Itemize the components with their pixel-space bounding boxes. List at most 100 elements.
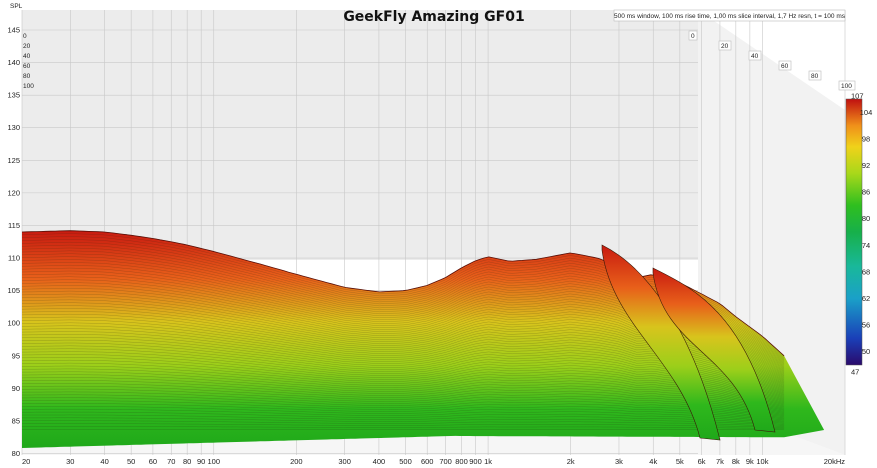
slice-line [22,414,785,425]
x-tick-label: 60 [149,457,157,466]
slice-line [21,391,785,416]
time-tick-label: 40 [751,53,759,60]
slice-line [22,429,785,430]
y-tick-label: 145 [7,26,20,35]
time-tick-box [838,80,856,91]
colorbar-tick-label: 74 [862,241,870,250]
x-tick-label: 800 [455,457,468,466]
x-tick-label: 500 [399,457,412,466]
colorbar-tick-label: 104 [860,108,873,117]
time-tick-label: 100 [841,83,852,90]
slice-line [22,403,785,421]
slice-line [21,359,785,405]
slice-line [22,409,785,423]
x-tick-label: 600 [421,457,434,466]
waterfall-surface [21,230,825,448]
y-tick-label: 140 [7,58,20,67]
x-tick-label: 40 [100,457,108,466]
x-tick-label: 20 [22,457,30,466]
x-tick-label: 30 [66,457,74,466]
x-tick-label: 4k [649,457,657,466]
y-tick-label: 80 [12,449,20,458]
slice-line [22,362,785,406]
y-axis-label: SPL [10,3,23,10]
settings-text: 500 ms window, 100 ms rise time, 1,00 ms… [614,13,846,20]
ridge [652,267,776,433]
x-tick-label: 900 [469,457,482,466]
colorbar-tick-label: 92 [862,161,870,170]
x-tick-label: 400 [373,457,386,466]
x-tick-label: 7k [716,457,724,466]
slice-line [22,417,785,426]
x-tick-label: 50 [127,457,135,466]
slice-line [22,388,785,415]
time-tick-box [778,60,792,71]
time-tick-label-left: 20 [23,43,31,50]
slice-line [22,394,785,418]
slice-line [22,342,785,398]
slice-line [22,380,785,412]
time-tick-box [688,30,698,41]
slice-line [22,426,785,429]
plot-back-wall [22,10,698,260]
slice-line [21,339,785,397]
slice-line [21,383,785,413]
y-tick-label: 100 [7,319,20,328]
time-tick-label-left: 80 [23,73,31,80]
colorbar-tick-label: 47 [851,368,859,377]
colorbar-tick-label: 62 [862,294,870,303]
x-tick-label: 100 [207,457,220,466]
x-tick-label: 700 [439,457,452,466]
x-tick-label: 1k [484,457,492,466]
slice-line [22,357,785,404]
colorbar-tick-label: 80 [862,214,870,223]
colorbar-tick-label: 68 [862,267,870,276]
x-tick-label: 2k [567,457,575,466]
time-tick-label-left: 0 [23,33,27,40]
x-tick-label: 80 [183,457,191,466]
slice-line [22,420,785,427]
slice-line [21,377,785,411]
colorbar-tick-label: 56 [862,321,870,330]
slice-line [21,336,785,396]
time-tick-box [718,40,732,51]
x-tick-label: 9k [746,457,754,466]
colorbar-tick-label: 107 [851,92,864,101]
slice-line [22,351,785,401]
colorbar [845,98,863,366]
colorbar-tick-label: 50 [862,347,870,356]
y-tick-label: 90 [12,384,20,393]
slice-line [21,354,785,403]
x-tick-label: 6k [698,457,706,466]
x-tick-label: 300 [338,457,351,466]
y-tick-label: 120 [7,188,20,197]
y-tick-label: 125 [7,156,20,165]
x-tick-label: 3k [615,457,623,466]
time-tick-box [748,50,762,61]
x-axis-ticks: 20 30 40 50 60 70 80 90 100 200 300 400 500 600 700 800… [22,457,845,466]
y-tick-label: 85 [12,416,20,425]
slice-line [21,368,785,408]
y-tick-label: 130 [7,123,20,132]
x-tick-label: 5k [676,457,684,466]
y-tick-label: 135 [7,91,20,100]
y-tick-label: 95 [12,351,20,360]
slice-line [22,371,785,409]
time-tick-label-left: 40 [23,53,31,60]
time-tick-box [808,70,822,81]
slice-line [22,411,785,424]
slice-line [22,386,785,414]
y-tick-label: 105 [7,286,20,295]
settings-box [613,9,846,22]
chart-title: GeekFly Amazing GF01 [343,9,524,25]
slice-line [22,348,785,400]
x-tick-label: 200 [290,457,303,466]
x-tick-label: 10k [756,457,768,466]
colorbar-tick-label: 86 [862,188,870,197]
time-tick-label: 80 [811,73,819,80]
slice-line [22,423,785,428]
time-tick-label: 0 [691,33,695,40]
time-tick-label: 60 [781,63,789,70]
slice-line [22,374,785,410]
